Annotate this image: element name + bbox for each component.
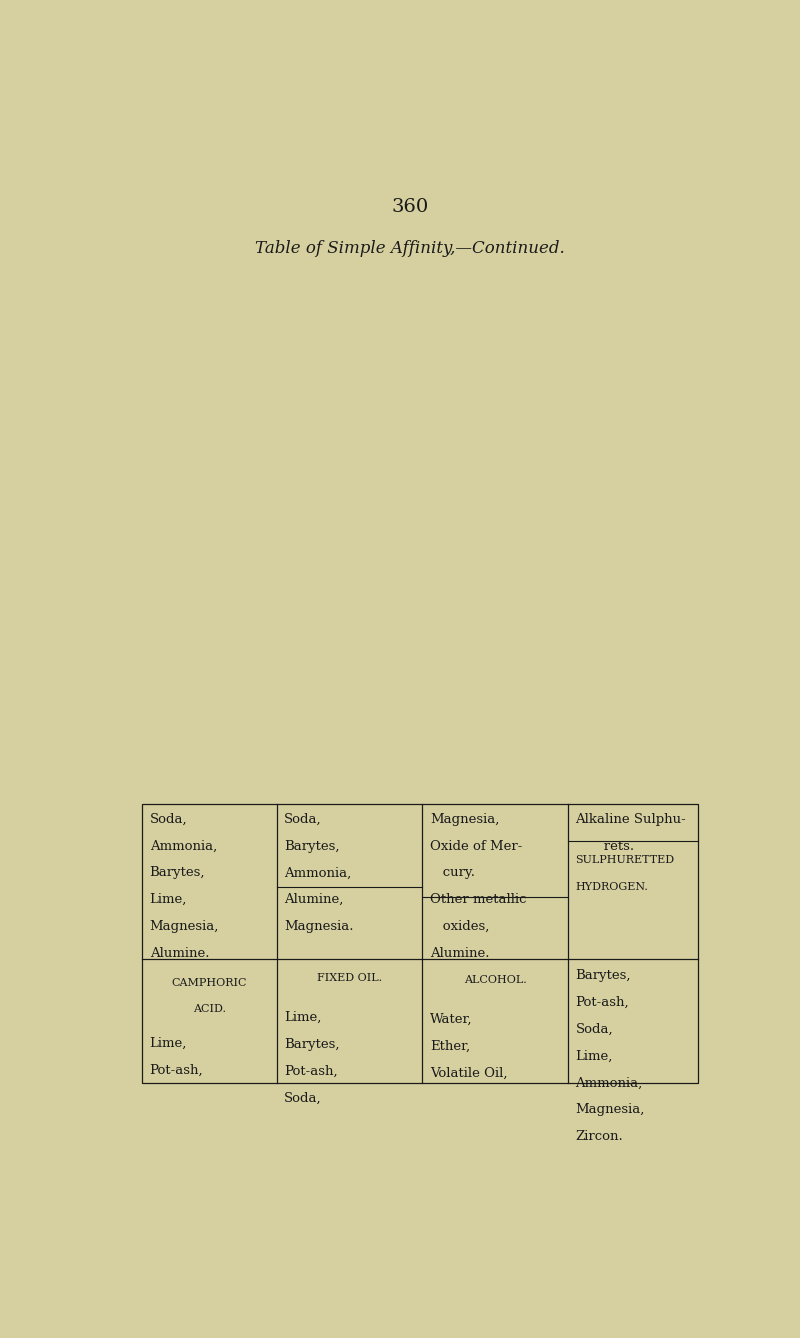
Text: FIXED OIL.: FIXED OIL. bbox=[317, 974, 382, 983]
Text: Alkaline Sulphu-: Alkaline Sulphu- bbox=[575, 812, 686, 826]
Text: Lime,: Lime, bbox=[150, 892, 187, 906]
Text: oxides,: oxides, bbox=[430, 919, 490, 933]
Text: CAMPHORIC: CAMPHORIC bbox=[172, 978, 247, 987]
Text: Ammonia,: Ammonia, bbox=[575, 1077, 642, 1089]
Text: Ether,: Ether, bbox=[430, 1040, 470, 1053]
Text: Barytes,: Barytes, bbox=[284, 1038, 340, 1050]
Text: Other metallic: Other metallic bbox=[430, 892, 526, 906]
Text: rets.: rets. bbox=[591, 839, 634, 852]
Text: Barytes,: Barytes, bbox=[575, 969, 631, 982]
Text: Soda,: Soda, bbox=[284, 1092, 322, 1104]
Text: Zircon.: Zircon. bbox=[575, 1131, 623, 1143]
Text: ACID.: ACID. bbox=[193, 1005, 226, 1014]
Text: SULPHURETTED: SULPHURETTED bbox=[575, 855, 674, 864]
Text: Alumine.: Alumine. bbox=[430, 947, 490, 959]
Text: Lime,: Lime, bbox=[150, 1037, 187, 1049]
Text: Alumine,: Alumine, bbox=[284, 892, 343, 906]
Text: Volatile Oil,: Volatile Oil, bbox=[430, 1066, 507, 1080]
Text: Soda,: Soda, bbox=[284, 812, 322, 826]
Text: Magnesia,: Magnesia, bbox=[575, 1104, 645, 1116]
Text: HYDROGEN.: HYDROGEN. bbox=[575, 882, 649, 891]
Text: ALCOHOL.: ALCOHOL. bbox=[464, 975, 526, 986]
Text: cury.: cury. bbox=[430, 866, 475, 879]
Text: Lime,: Lime, bbox=[575, 1050, 613, 1062]
Text: Table of Simple Affinity,—Continued.: Table of Simple Affinity,—Continued. bbox=[255, 240, 565, 257]
Text: Ammonia,: Ammonia, bbox=[150, 839, 217, 852]
Text: Soda,: Soda, bbox=[575, 1022, 613, 1036]
Bar bbox=[142, 804, 698, 1082]
Text: Ammonia,: Ammonia, bbox=[284, 866, 351, 879]
Text: Soda,: Soda, bbox=[150, 812, 187, 826]
Text: Pot-ash,: Pot-ash, bbox=[575, 995, 629, 1009]
Text: Barytes,: Barytes, bbox=[150, 866, 205, 879]
Text: Oxide of Mer-: Oxide of Mer- bbox=[430, 839, 522, 852]
Text: Alumine.: Alumine. bbox=[150, 947, 209, 959]
Text: Barytes,: Barytes, bbox=[284, 839, 340, 852]
Text: Pot-ash,: Pot-ash, bbox=[284, 1065, 338, 1077]
Text: Magnesia,: Magnesia, bbox=[150, 919, 219, 933]
Text: Lime,: Lime, bbox=[284, 1012, 322, 1024]
Text: 360: 360 bbox=[391, 198, 429, 215]
Text: Pot-ash,: Pot-ash, bbox=[150, 1064, 203, 1076]
Text: Magnesia.: Magnesia. bbox=[284, 919, 354, 933]
Text: Water,: Water, bbox=[430, 1013, 472, 1026]
Text: Magnesia,: Magnesia, bbox=[430, 812, 499, 826]
